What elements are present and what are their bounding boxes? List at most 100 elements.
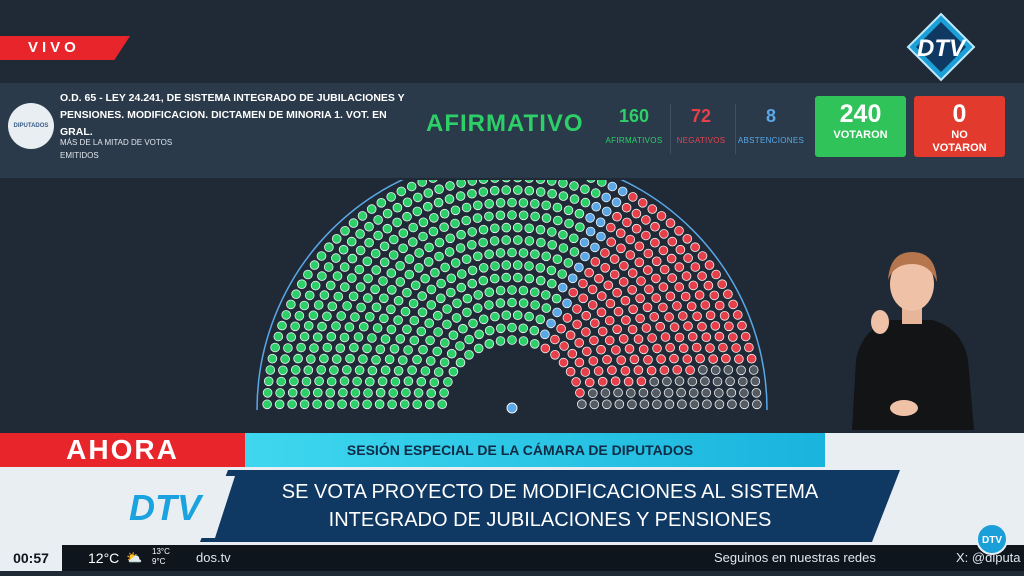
divider [735,104,736,154]
seat [530,300,540,310]
seat [627,324,638,335]
seat [535,314,546,325]
seat [442,319,452,330]
seat [278,365,288,376]
seat [627,192,638,202]
diputados-seal: DIPUTADOS [8,103,54,149]
seat [620,295,631,306]
seat [584,377,595,388]
seat [627,284,637,295]
seat [489,273,500,284]
seat [605,222,616,233]
seat [326,331,337,342]
seat [362,293,373,303]
seat [651,273,661,284]
seat [432,310,443,321]
seat [329,365,339,376]
live-badge: VIVO [0,36,130,60]
seat [667,273,677,283]
seat [468,318,478,329]
seat [413,262,424,273]
seat [739,399,750,410]
seat [628,304,638,315]
seat [690,242,700,253]
seat [703,280,714,291]
seat [433,327,443,337]
seat [347,253,358,264]
seat [625,250,636,260]
seat [286,332,297,342]
seat [585,226,596,237]
seat [634,257,645,268]
seat [474,329,484,340]
seat [540,329,550,340]
afirmativos-label: AFIRMATIVOS [605,136,663,145]
seat [595,217,606,228]
seat [450,258,461,268]
seat [396,186,407,197]
seat [339,332,350,343]
seat [502,180,511,183]
seat [426,284,437,295]
dtv-logo-text: DTV [129,487,204,528]
seat [685,365,695,376]
seat [478,237,488,248]
temp-high: 13°C [152,547,170,556]
seat [432,346,443,357]
seat [296,342,306,353]
seat [301,376,312,387]
seat [557,269,567,279]
seat [308,310,319,321]
seat [669,353,679,364]
seat [409,315,420,326]
seat [445,181,455,191]
seat [714,399,725,410]
session-strip: SESIÓN ESPECIAL DE LA CÁMARA DE DIPUTADO… [346,442,694,458]
seat [451,313,462,323]
seat [607,181,618,192]
seat [637,198,648,208]
seat [362,343,372,354]
seat [355,229,365,239]
seat [576,399,587,410]
seat [721,353,731,364]
seat [674,226,684,236]
seat [513,180,522,183]
seat [636,276,646,286]
seat [694,290,705,300]
seat [429,213,439,223]
seat [388,388,399,398]
seat [416,376,427,387]
seat [718,342,728,353]
seat [607,365,617,376]
seat [744,342,754,353]
seat [597,376,608,387]
seat [569,194,580,204]
seat [578,293,588,304]
seat [665,218,676,228]
seat [339,282,350,292]
seat-group [256,180,768,414]
seat [501,235,512,245]
seat [290,365,301,375]
seat [642,265,653,275]
seat [290,321,300,332]
seat [386,192,397,202]
seat [407,365,417,376]
seat [737,376,748,387]
seat [270,342,280,353]
seat [597,180,607,187]
seat [569,181,579,191]
seat [586,180,596,183]
seat [489,236,500,246]
seat [473,290,484,300]
seat [643,248,654,259]
seat [363,388,373,398]
seat [472,303,483,313]
seat [662,376,672,387]
seat [563,205,574,216]
seat [412,192,423,203]
seat [403,345,413,355]
seat [313,300,324,310]
seat [355,245,366,256]
